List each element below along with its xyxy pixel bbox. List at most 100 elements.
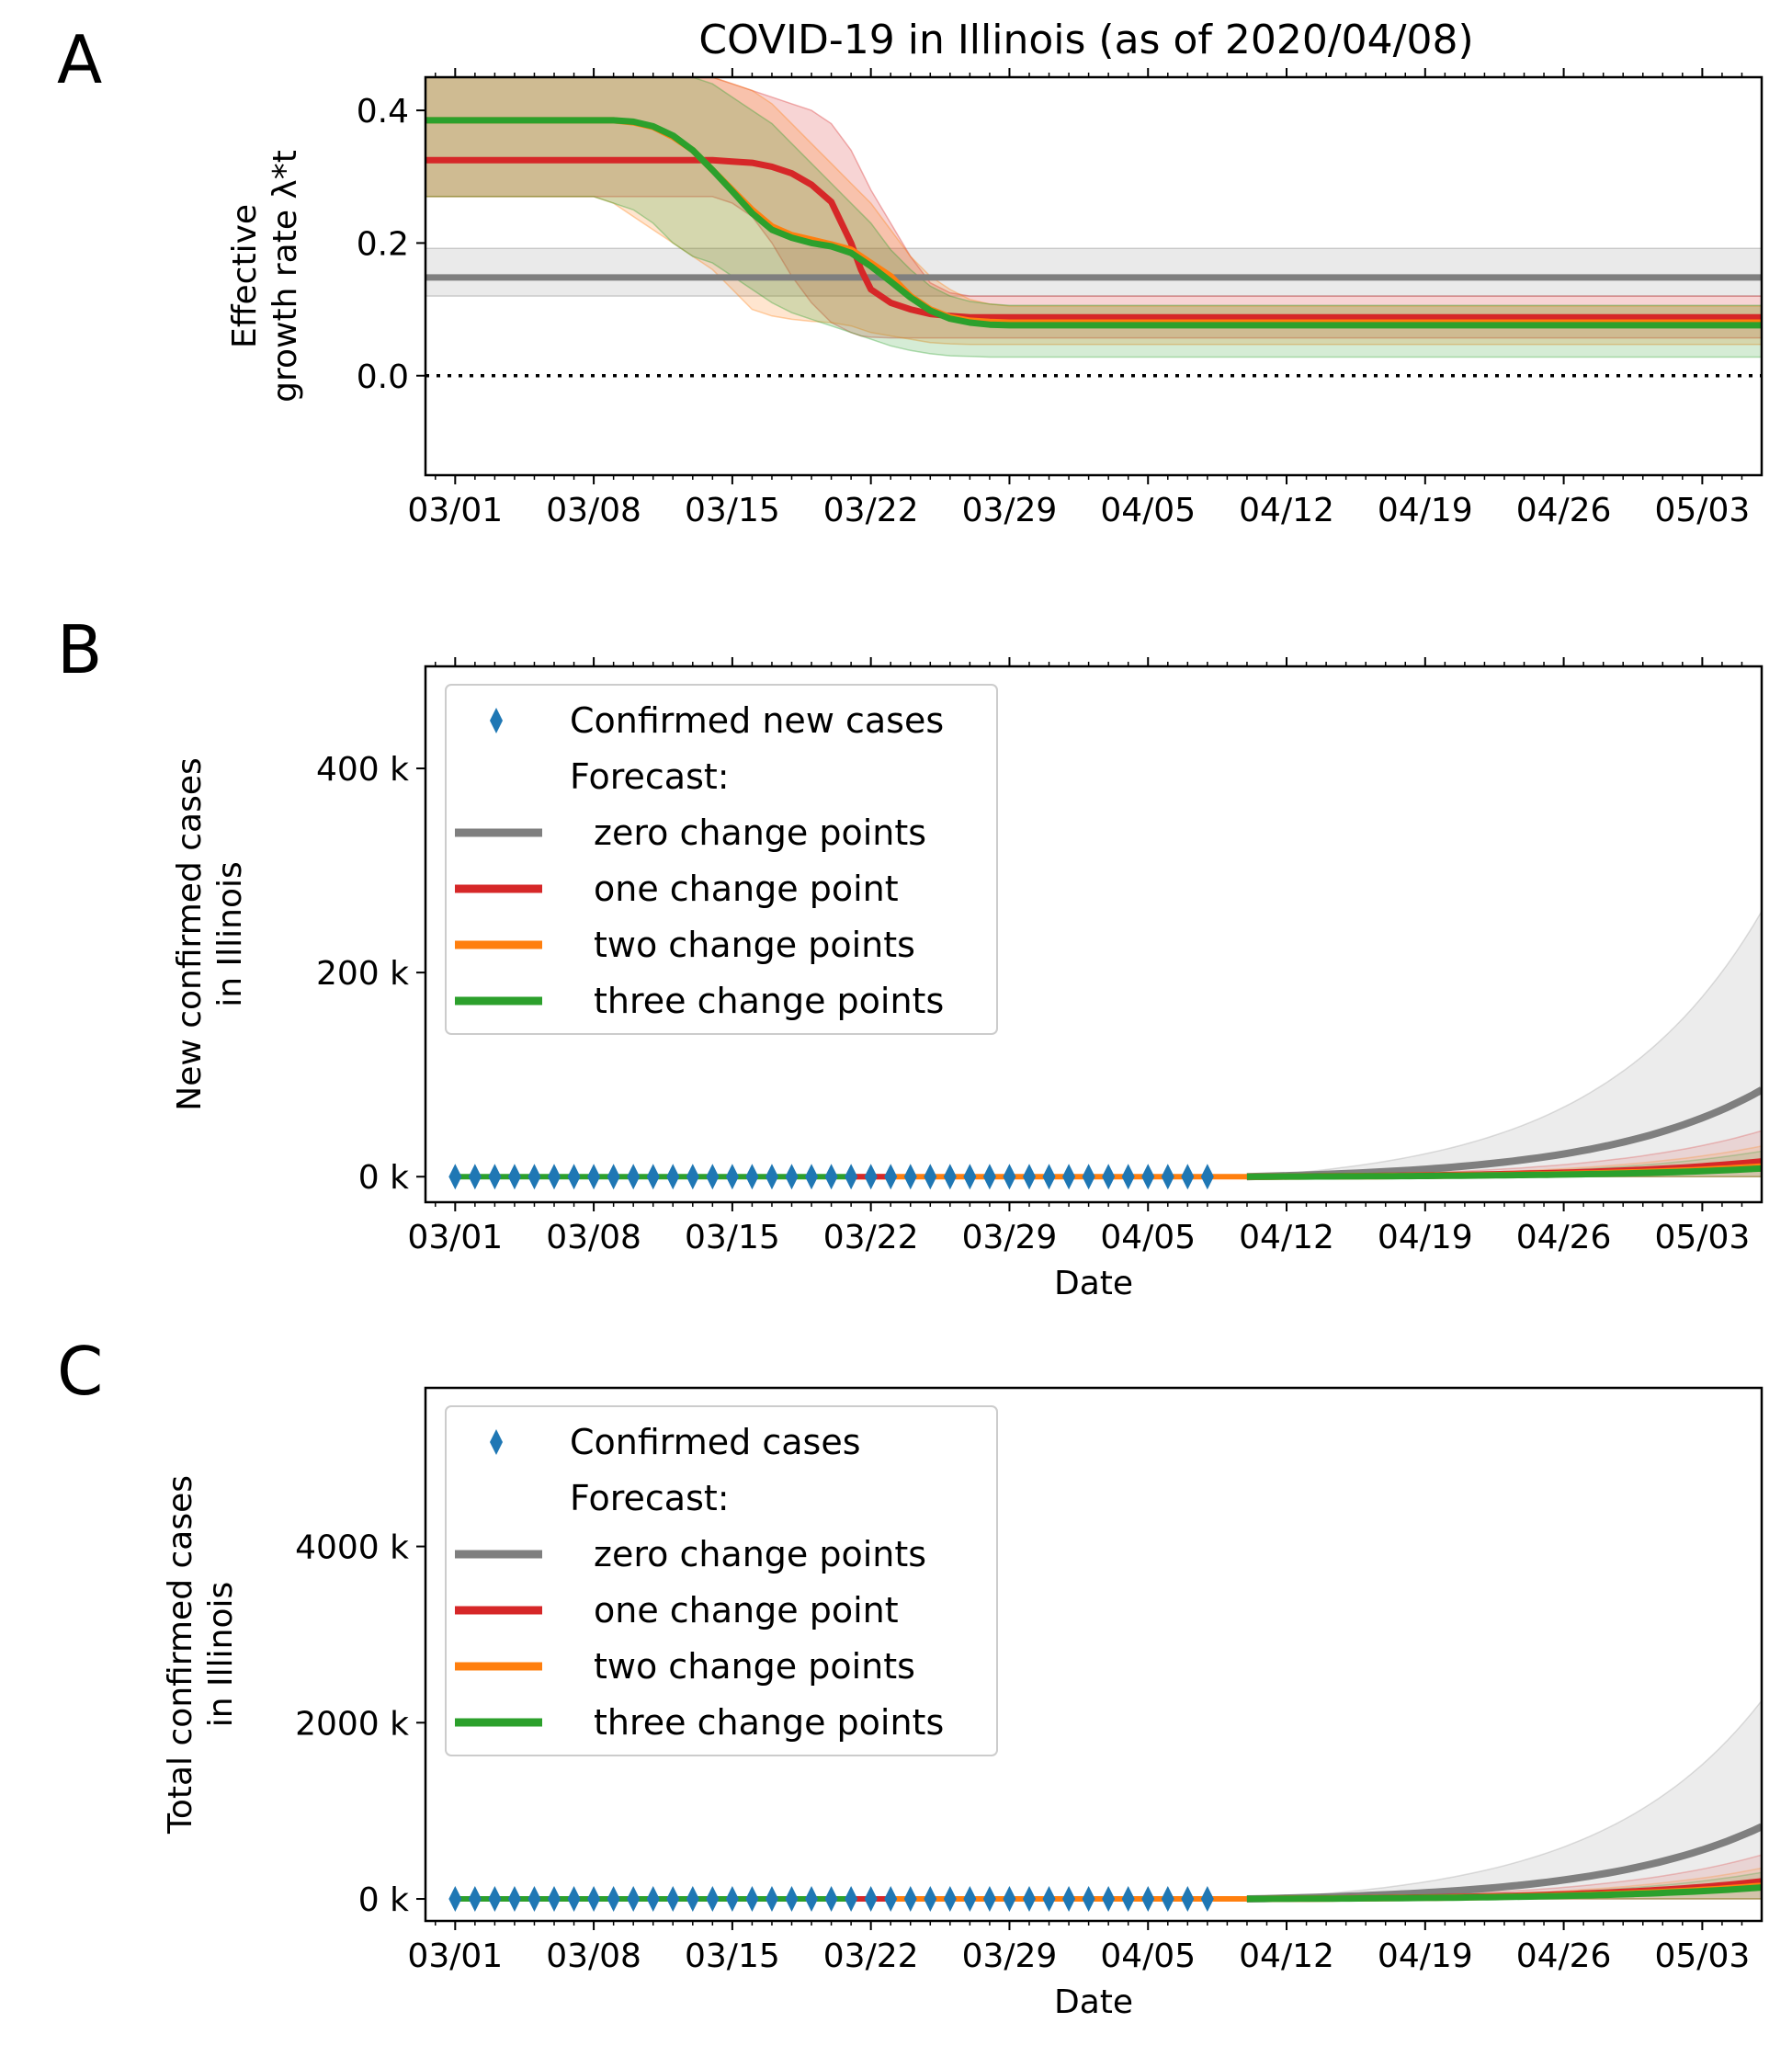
observed-point: [845, 1886, 858, 1913]
observed-point: [805, 1886, 819, 1913]
observed-point: [646, 1164, 660, 1190]
observed-point: [1102, 1164, 1116, 1190]
observed-point: [1121, 1886, 1135, 1913]
x-tick-label: 04/12: [1239, 492, 1334, 529]
observed-point: [706, 1886, 720, 1913]
x-tick-label: 03/29: [962, 1937, 1058, 1975]
legend: Confirmed new cases Forecast: zero change …: [445, 684, 998, 1035]
y-axis-label: in Illinois: [211, 861, 249, 1006]
observed-point: [567, 1886, 581, 1913]
y-tick-label: 200 k: [316, 955, 409, 993]
plot-frame: [424, 665, 1764, 1204]
panel-letter-c: C: [57, 1333, 103, 1410]
legend-label-observed: Confirmed cases: [570, 1422, 861, 1462]
x-tick-label: 03/08: [546, 492, 641, 529]
observed-point: [824, 1886, 838, 1913]
panel-a-growth-rate: 03/01 03/08 03/15 03/22 03/29 04/05 04/12 04/19…: [226, 68, 1764, 529]
observed-point: [805, 1164, 819, 1190]
observed-point: [785, 1164, 799, 1190]
observed-point: [924, 1164, 937, 1190]
x-tick-label: 04/12: [1239, 1219, 1334, 1256]
plot-frame: [424, 1386, 1764, 1923]
observed-point: [924, 1886, 937, 1913]
observed-point: [1200, 1886, 1214, 1913]
observed-point: [1141, 1886, 1155, 1913]
legend-label-observed: Confirmed new cases: [570, 700, 944, 741]
x-tick-label: 03/15: [685, 492, 780, 529]
observed-point: [845, 1164, 858, 1190]
observed-point: [686, 1886, 699, 1913]
observed-point: [448, 1886, 462, 1913]
x-tick-label: 04/26: [1516, 1937, 1612, 1975]
y-tick-label: 0 k: [358, 1881, 409, 1919]
observed-point: [527, 1164, 541, 1190]
legend-forecast-header: Forecast:: [570, 1478, 730, 1518]
observed-point: [765, 1886, 778, 1913]
observed-point: [884, 1886, 898, 1913]
y-tick-label: 0.0: [357, 358, 409, 396]
x-tick-label: 04/19: [1378, 1219, 1473, 1256]
band-zero: [425, 247, 1762, 297]
x-tick-label: 04/12: [1239, 1937, 1334, 1975]
legend-forecast-header: Forecast:: [570, 756, 730, 797]
observed-point: [1181, 1886, 1195, 1913]
y-axis-label: Total confirmed cases: [162, 1475, 199, 1835]
observed-point: [488, 1164, 502, 1190]
observed-point: [1181, 1164, 1195, 1190]
observed-point: [884, 1164, 898, 1190]
x-axis-label: Date: [1054, 1983, 1133, 2021]
observed-point: [1042, 1164, 1056, 1190]
band-one: [425, 77, 1762, 339]
x-tick-label: 04/05: [1100, 492, 1196, 529]
observed-point: [607, 1164, 620, 1190]
observed-point: [725, 1886, 739, 1913]
observed-point: [903, 1164, 917, 1190]
observed-point: [1121, 1164, 1135, 1190]
y-tick-label: 0.4: [357, 93, 409, 131]
x-tick-label: 03/22: [823, 1937, 919, 1975]
plot-area: [448, 1699, 1762, 1913]
observed-point: [1003, 1886, 1016, 1913]
y-axis-label: growth rate λ*t: [267, 150, 304, 403]
band-three: [425, 77, 1762, 358]
x-tick-label: 04/05: [1100, 1937, 1196, 1975]
observed-point: [567, 1164, 581, 1190]
observed-point: [1200, 1164, 1214, 1190]
plot-area: [448, 910, 1762, 1190]
forecast-line-three: [1246, 1165, 1762, 1180]
panel-c-total-cases: 03/01 03/08 03/15 03/22 03/29 04/05 04/12 04/19…: [162, 1386, 1764, 2021]
panel-letter-a: A: [57, 21, 102, 98]
x-tick-label: 05/03: [1655, 1937, 1751, 1975]
observed-point: [646, 1886, 660, 1913]
y-tick-label: 400 k: [316, 751, 409, 789]
legend-label-one: one change point: [594, 869, 899, 909]
observed-point: [468, 1886, 482, 1913]
series-line-three: [425, 117, 1762, 329]
legend-label-three: three change points: [594, 1702, 944, 1743]
y-axis-label: in Illinois: [202, 1582, 240, 1727]
observed-point: [1102, 1886, 1116, 1913]
legend-marker-observed: [490, 1429, 503, 1455]
observed-point: [448, 1164, 462, 1190]
plot-area: [425, 77, 1762, 378]
band-zero: [1246, 1699, 1762, 1900]
legend-marker-observed: [490, 708, 503, 733]
observed-point: [982, 1886, 996, 1913]
observed-point: [963, 1164, 977, 1190]
chart-title: COVID-19 in Illinois (as of 2020/04/08): [698, 17, 1473, 63]
observed-point: [666, 1886, 680, 1913]
x-tick-label: 05/03: [1655, 1219, 1751, 1256]
x-tick-label: 04/26: [1516, 1219, 1612, 1256]
x-tick-label: 03/01: [407, 492, 503, 529]
y-tick-label: 0 k: [358, 1159, 409, 1197]
observed-point: [548, 1886, 561, 1913]
observed-point: [1042, 1886, 1056, 1913]
observed-point: [903, 1886, 917, 1913]
legend-box: [445, 1405, 998, 1756]
observed-point: [548, 1164, 561, 1190]
observed-point: [982, 1164, 996, 1190]
x-tick-label: 03/01: [407, 1937, 503, 1975]
x-tick-label: 04/19: [1378, 1937, 1473, 1975]
forecast-line-three: [1246, 1884, 1762, 1903]
observed-point: [527, 1886, 541, 1913]
